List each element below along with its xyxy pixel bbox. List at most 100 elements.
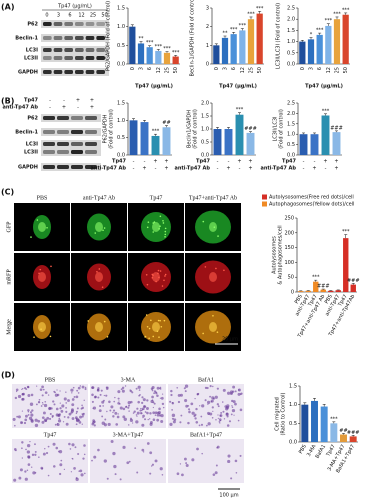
- migrated-cell: [122, 445, 126, 449]
- migrated-cell: [81, 404, 83, 407]
- x-tick-label: 3: [223, 67, 229, 70]
- puncta: [50, 265, 52, 268]
- migrated-cell: [153, 390, 157, 393]
- blot-row-label: GAPDH: [18, 165, 38, 171]
- migrated-cell: [129, 418, 134, 423]
- migrated-cell: [97, 448, 100, 452]
- migrated-cell: [19, 468, 23, 472]
- bar: [299, 134, 308, 155]
- y-axis-label: P62/GAPDH (Fold of control): [106, 1, 112, 71]
- migrated-cell: [196, 447, 199, 451]
- migrated-cell: [115, 423, 119, 426]
- migrated-cell: [231, 408, 236, 413]
- puncta: [164, 230, 167, 233]
- migrated-cell: [158, 407, 161, 411]
- blot-band: [85, 142, 97, 146]
- migrated-cell: [18, 476, 22, 480]
- migrated-cell: [60, 459, 63, 462]
- migrated-cell: [110, 439, 114, 443]
- migrated-cell: [135, 414, 138, 416]
- bar: [298, 291, 304, 292]
- y-tick-label: 200: [284, 230, 294, 236]
- migrated-cell: [237, 388, 241, 392]
- blot-band: [75, 22, 84, 26]
- migrated-cell: [124, 405, 128, 409]
- migrated-cell: [161, 402, 165, 406]
- migrated-cell: [78, 470, 80, 472]
- migrated-cell: [108, 400, 111, 404]
- migrated-cell: [83, 453, 86, 456]
- migrated-cell: [215, 419, 217, 421]
- migrated-cell: [101, 415, 104, 418]
- bar: [137, 43, 145, 64]
- x-tick-label: 50: [173, 67, 179, 73]
- blot-strip: [41, 114, 101, 122]
- migrated-cell: [65, 391, 67, 393]
- puncta: [163, 319, 166, 322]
- migrated-cell: [140, 407, 142, 410]
- migrated-cell: [149, 451, 153, 455]
- migrated-cell: [152, 411, 156, 415]
- migrated-cell: [29, 402, 34, 406]
- migrated-cell: [45, 451, 49, 455]
- migrated-cell: [41, 420, 45, 424]
- migrated-cell: [230, 477, 233, 480]
- migrated-cell: [234, 459, 238, 463]
- migrated-cell: [103, 423, 107, 427]
- y-axis-label: Autolysosomes: [272, 236, 278, 274]
- nucleus: [95, 322, 103, 332]
- blot-band: [85, 150, 97, 154]
- image-label: PBS: [45, 377, 56, 383]
- migrated-cell: [110, 405, 114, 409]
- blot-band: [57, 116, 69, 120]
- migrated-cell: [139, 411, 143, 415]
- migrated-cell: [99, 393, 102, 396]
- bar: [129, 120, 138, 155]
- bar: [146, 47, 153, 64]
- migrated-cell: [79, 385, 82, 387]
- significance: ***: [152, 129, 160, 135]
- bar: [307, 39, 315, 64]
- migrated-cell: [150, 465, 153, 467]
- image-label: 3-MA+Tp47: [113, 432, 144, 438]
- migrated-cell: [74, 446, 77, 449]
- y-tick-label: 0.0: [289, 440, 297, 446]
- y-axis-label: Beclin1/GAPDH: [187, 110, 193, 148]
- blot-band: [43, 22, 52, 26]
- blot-band: [96, 22, 105, 26]
- migrated-cell: [14, 396, 18, 400]
- migrated-cell: [156, 413, 160, 417]
- migrated-cell: [195, 407, 198, 411]
- migrated-cell: [171, 408, 173, 411]
- y-axis-label: LC3II/LC3I: [273, 116, 279, 141]
- lane-label: 25: [90, 13, 96, 19]
- puncta: [39, 268, 42, 271]
- bar: [333, 19, 341, 64]
- migrated-cell: [17, 415, 21, 419]
- treatment-sign: +: [76, 98, 80, 104]
- migrated-cell: [218, 420, 221, 423]
- migrated-cell: [145, 407, 149, 410]
- puncta: [38, 272, 40, 275]
- migrated-cell: [228, 420, 232, 423]
- migrated-cell: [146, 411, 149, 415]
- blot-band: [64, 36, 73, 40]
- migrated-cell: [103, 459, 107, 463]
- migrated-cell: [215, 464, 218, 467]
- migrated-cell: [160, 413, 164, 418]
- migrated-cell: [42, 388, 45, 391]
- nucleus: [38, 222, 46, 232]
- significance: ###: [347, 278, 360, 284]
- puncta: [160, 325, 163, 328]
- significance: ###: [317, 284, 330, 290]
- migrated-cell: [112, 415, 115, 418]
- migrated-cell: [40, 466, 44, 470]
- puncta: [161, 285, 164, 287]
- migrated-cell: [47, 445, 50, 448]
- migrated-cell: [78, 421, 82, 424]
- migrated-cell: [136, 471, 139, 474]
- puncta: [145, 273, 148, 276]
- migrated-cell: [47, 474, 50, 477]
- puncta: [157, 272, 159, 275]
- bar: [340, 434, 347, 442]
